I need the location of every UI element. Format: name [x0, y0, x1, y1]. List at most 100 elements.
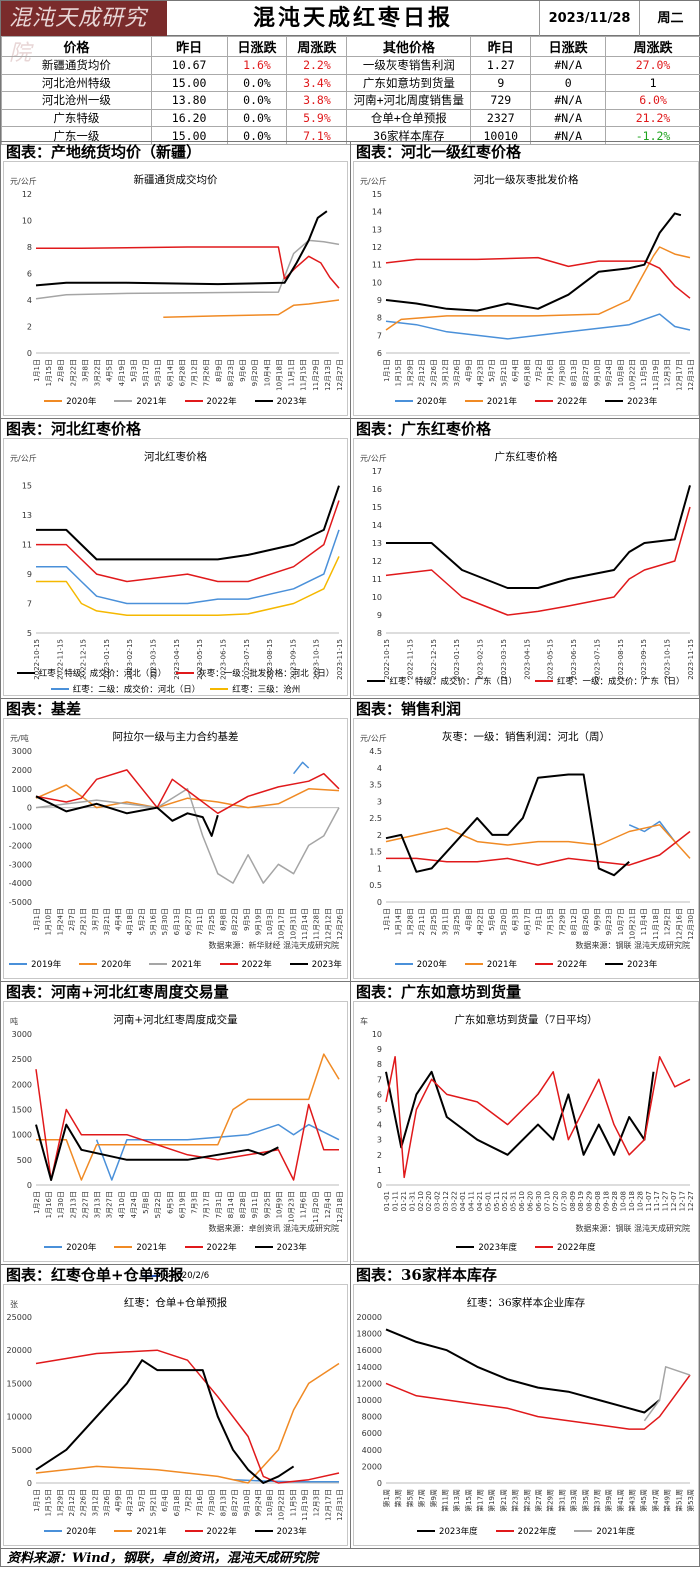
x-tick-label: 7月26日 — [203, 359, 211, 386]
y-tick-label: 15 — [22, 482, 32, 491]
x-tick-label: 4月24日 — [130, 1191, 138, 1218]
x-tick-label: 9月23日 — [605, 908, 613, 935]
y-tick-label: 1000 — [12, 1131, 32, 1140]
x-tick-label: 05-11 — [493, 1191, 501, 1211]
legend-swatch — [496, 1530, 514, 1532]
section-title: 图表：河北红枣价格 — [1, 418, 350, 438]
legend-swatch — [185, 1246, 203, 1248]
legend-item: 2020年 — [44, 1525, 96, 1537]
legend-label: 2021年度 — [596, 1525, 635, 1537]
section-title: 图表：36家样本库存 — [351, 1264, 700, 1284]
y-tick-label: 6 — [377, 1090, 382, 1099]
x-tick-label: 11月1日 — [288, 359, 296, 386]
legend-swatch — [395, 963, 413, 965]
legend-label: 2023年 — [312, 958, 342, 970]
x-tick-label: 6月18日 — [173, 1489, 181, 1516]
y-tick-label: 15000 — [7, 1379, 32, 1388]
x-tick-label: 12月30日 — [687, 908, 695, 940]
x-tick-label: 1月1日 — [383, 359, 391, 382]
x-tick-label: 5月8日 — [142, 1191, 150, 1214]
legend-item: 2021年 — [114, 395, 166, 407]
y-tick-label: 8 — [27, 243, 32, 252]
series-line — [36, 1364, 339, 1484]
x-tick-label: 4月18日 — [126, 908, 134, 935]
x-tick-label: 01-21 — [400, 1191, 408, 1211]
x-tick-label: 10月17日 — [278, 908, 286, 940]
x-tick-label: 9月5日 — [243, 908, 251, 931]
x-tick-label: 5月22日 — [154, 1191, 162, 1218]
y-tick-label: 10 — [22, 217, 32, 226]
x-tick-label: 6月27日 — [185, 908, 193, 935]
x-tick-label: 7月3日 — [191, 1191, 199, 1214]
x-tick-label: 4月9日 — [465, 359, 473, 382]
legend-swatch — [9, 963, 27, 965]
legend-item: 2021年 — [465, 395, 517, 407]
y-tick-label: 4 — [377, 1121, 382, 1130]
series-line — [294, 762, 309, 773]
legend-label: 2020年 — [101, 958, 131, 970]
x-tick-label: 12-27 — [687, 1191, 695, 1211]
header-cell: 价格 — [2, 37, 152, 57]
section-title: 图表：产地统货均价（新疆） — [1, 141, 350, 161]
x-tick-label: 1月15日 — [45, 1489, 53, 1516]
price-cell: 3.8% — [287, 92, 347, 110]
x-tick-label: 1月1日 — [33, 359, 41, 382]
x-tick-label: 06-30 — [535, 1191, 543, 1211]
legend-swatch — [465, 400, 483, 402]
x-tick-label: 01-01 — [383, 1191, 391, 1211]
price-cell: 0.0% — [227, 109, 287, 127]
series-line — [36, 486, 339, 560]
y-tick-label: 2 — [377, 1151, 382, 1160]
y-tick-label: 4 — [27, 296, 32, 305]
x-tick-label: 10月31日 — [289, 908, 297, 940]
legend-label: 2023年度 — [478, 1241, 517, 1253]
x-tick-label: 01-11 — [391, 1191, 399, 1211]
legend-swatch — [574, 1530, 592, 1532]
report-weekday: 周二 — [639, 1, 700, 36]
legend-item: 2022年度 — [535, 1241, 596, 1253]
x-tick-label: 02-10 — [417, 1191, 425, 1211]
x-tick-label: 第49周 — [663, 1489, 672, 1512]
y-tick-label: -5000 — [9, 898, 32, 907]
x-tick-label: 3月7日 — [91, 908, 99, 931]
x-tick-label: 10月9日 — [275, 1191, 283, 1218]
x-tick-label: 11月15日 — [300, 359, 308, 391]
x-tick-label: 07-10 — [543, 1191, 551, 1211]
x-tick-label: 3月22日 — [94, 359, 102, 386]
series-line — [386, 314, 690, 339]
x-tick-label: 11月19日 — [301, 1489, 309, 1521]
legend-item: 2020年 — [44, 1241, 96, 1253]
x-tick-label: 3月25日 — [453, 908, 461, 935]
y-tick-label: 0 — [27, 1181, 32, 1190]
x-tick-label: 6月4日 — [512, 359, 520, 382]
section-title: 图表：基差 — [1, 698, 350, 718]
legend-swatch — [44, 400, 62, 402]
price-cell: 5.9% — [287, 109, 347, 127]
y-tick-label: 14 — [372, 208, 382, 217]
x-tick-label: 11-27 — [662, 1191, 670, 1211]
legend-swatch — [220, 963, 238, 965]
legend-item: 红枣：特级：成交价：广东（日） — [367, 675, 517, 687]
price-cell: 13.80 — [151, 92, 227, 110]
header-cell: 日涨跌 — [531, 37, 606, 57]
y-tick-label: 2 — [27, 323, 32, 332]
x-tick-label: 8月22日 — [231, 908, 239, 935]
legend-swatch — [255, 1246, 273, 1248]
x-tick-label: 11月28日 — [313, 908, 321, 940]
x-tick-label: 6月28日 — [178, 359, 186, 386]
x-tick-label: 第7周 — [417, 1489, 426, 1507]
x-tick-label: 4月22日 — [477, 908, 485, 935]
legend-label: 2021年 — [136, 395, 166, 407]
price-cell: 河北沧州一级 — [2, 92, 152, 110]
legend-item: 2020年 — [395, 395, 447, 407]
y-tick-label: 11 — [22, 541, 32, 550]
x-tick-label: 10-18 — [628, 1191, 636, 1211]
y-tick-label: 15 — [372, 503, 382, 512]
legend-item: 2023年度 — [456, 1241, 517, 1253]
chart-svg: 0200040006000800010000120001400016000180… — [354, 1285, 700, 1547]
